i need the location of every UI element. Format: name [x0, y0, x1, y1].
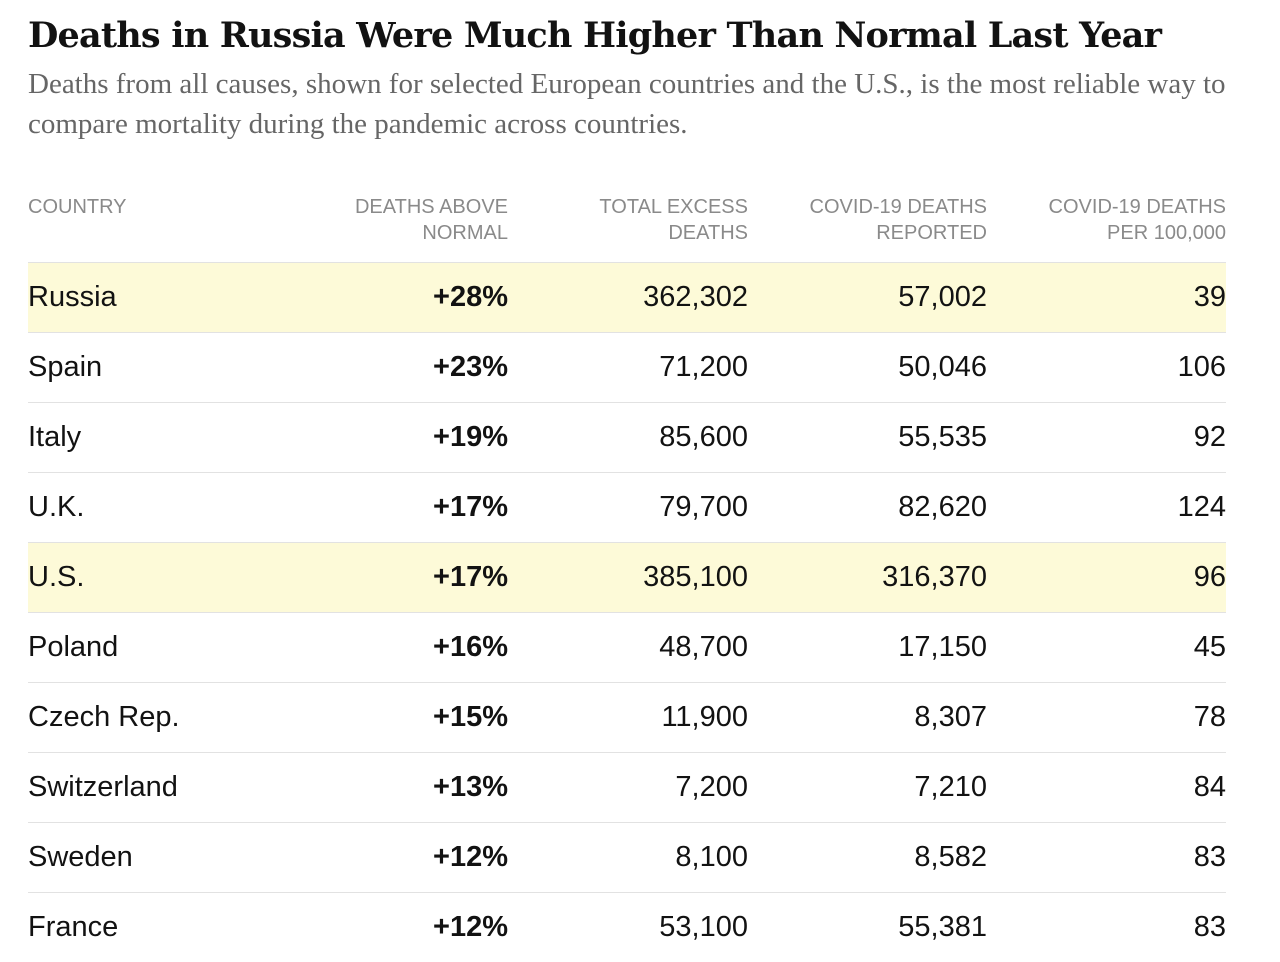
table-row: Sweden +12% 8,100 8,582 83 [28, 822, 1226, 893]
header-line: COVID-19 DEATHS [1048, 196, 1226, 218]
covid-deaths-reported-cell: 57,002 [748, 262, 987, 333]
header-line: DEATHS ABOVE [354, 196, 508, 218]
deaths-above-normal-cell: +12% [433, 911, 508, 943]
table-header: COUNTRY DEATHS ABOVE NORMAL TOTAL EXCESS DEA… [28, 194, 1226, 263]
header-total-excess-deaths: TOTAL EXCESS DEATHS [508, 194, 748, 263]
country-cell: U.K. [28, 472, 298, 543]
chart-subtitle: Deaths from all causes, shown for select… [28, 68, 1226, 140]
header-line: NORMAL [422, 222, 508, 244]
deaths-above-normal-cell: +15% [298, 682, 508, 753]
covid-deaths-reported-cell: 50,046 [748, 332, 987, 403]
header-line: PER 100,000 [1107, 222, 1226, 244]
deaths-above-normal-cell: +23% [298, 332, 508, 403]
total-excess-deaths-cell: 71,200 [508, 332, 748, 403]
total-excess-deaths-cell: 7,200 [508, 752, 748, 823]
covid-deaths-per-100k-cell: 83 [1193, 911, 1226, 943]
covid-deaths-reported-cell: 316,370 [748, 542, 987, 613]
country-cell: U.S. [28, 542, 298, 613]
covid-deaths-reported-cell: 17,150 [748, 612, 987, 683]
table-row: Italy +19% 85,600 55,535 92 [28, 402, 1226, 473]
covid-deaths-reported-cell: 82,620 [748, 472, 987, 543]
covid-deaths-per-100k-cell: 39 [987, 262, 1226, 333]
table-row: Poland +16% 48,700 17,150 45 [28, 612, 1226, 683]
covid-deaths-per-100k-cell: 124 [987, 472, 1226, 543]
total-excess-deaths-cell: 11,900 [508, 682, 748, 753]
covid-deaths-reported-cell: 55,381 [898, 911, 987, 943]
table-row: Switzerland +13% 7,200 7,210 84 [28, 752, 1226, 823]
deaths-above-normal-cell: +17% [298, 472, 508, 543]
covid-deaths-reported-cell: 55,535 [748, 402, 987, 473]
country-cell: Switzerland [28, 752, 298, 823]
total-excess-deaths-cell: 85,600 [508, 402, 748, 473]
header-covid-deaths-reported: COVID-19 DEATHS REPORTED [748, 194, 987, 263]
covid-deaths-reported-cell: 8,582 [748, 822, 987, 893]
covid-deaths-reported-cell: 8,307 [748, 682, 987, 753]
deaths-above-normal-cell: +17% [298, 542, 508, 613]
header-line: DEATHS [668, 222, 748, 244]
country-cell: Spain [28, 332, 298, 403]
covid-deaths-reported-cell: 7,210 [748, 752, 987, 823]
deaths-above-normal-cell: +12% [298, 822, 508, 893]
total-excess-deaths-cell: 362,302 [508, 262, 748, 333]
header-line: COUNTRY [28, 196, 127, 218]
deaths-above-normal-cell: +19% [298, 402, 508, 473]
header-line: COVID-19 DEATHS [809, 196, 987, 218]
country-cell: Russia [28, 262, 298, 333]
total-excess-deaths-cell: 48,700 [508, 612, 748, 683]
data-table: COUNTRY DEATHS ABOVE NORMAL TOTAL EXCESS DEA… [28, 194, 1226, 962]
total-excess-deaths-cell: 53,100 [659, 911, 748, 943]
country-cell: France [28, 911, 119, 943]
total-excess-deaths-cell: 385,100 [508, 542, 748, 613]
deaths-above-normal-cell: +16% [298, 612, 508, 683]
header-country: COUNTRY [28, 194, 298, 263]
covid-deaths-per-100k-cell: 96 [987, 542, 1226, 613]
header-row: COUNTRY DEATHS ABOVE NORMAL TOTAL EXCESS DEA… [28, 194, 1226, 263]
header-deaths-above-normal: DEATHS ABOVE NORMAL [298, 194, 508, 263]
covid-deaths-per-100k-cell: 106 [987, 332, 1226, 403]
country-cell: Sweden [28, 822, 298, 893]
country-cell: Czech Rep. [28, 682, 298, 753]
table-row: Czech Rep. +15% 11,900 8,307 78 [28, 682, 1226, 753]
table-row: Spain +23% 71,200 50,046 106 [28, 332, 1226, 403]
covid-deaths-per-100k-cell: 83 [987, 822, 1226, 893]
header-line: REPORTED [876, 222, 987, 244]
covid-deaths-per-100k-cell: 78 [987, 682, 1226, 753]
table-row: U.S. +17% 385,100 316,370 96 [28, 542, 1226, 613]
table-row: Russia +28% 362,302 57,002 39 [28, 262, 1226, 333]
covid-deaths-per-100k-cell: 84 [987, 752, 1226, 823]
country-cell: Italy [28, 402, 298, 473]
total-excess-deaths-cell: 8,100 [508, 822, 748, 893]
total-excess-deaths-cell: 79,700 [508, 472, 748, 543]
header-covid-deaths-per-100k: COVID-19 DEATHS PER 100,000 [987, 194, 1226, 263]
table-row: U.K. +17% 79,700 82,620 124 [28, 472, 1226, 543]
covid-deaths-per-100k-cell: 92 [987, 402, 1226, 473]
country-cell: Poland [28, 612, 298, 683]
chart-container: Deaths in Russia Were Much Higher Than N… [28, 0, 1226, 943]
header-line: TOTAL EXCESS [599, 196, 748, 218]
deaths-above-normal-cell: +28% [298, 262, 508, 333]
table-row: France +12% 53,100 55,381 83 [28, 893, 1226, 962]
deaths-above-normal-cell: +13% [298, 752, 508, 823]
chart-title: Deaths in Russia Were Much Higher Than N… [28, 15, 1162, 56]
covid-deaths-per-100k-cell: 45 [987, 612, 1226, 683]
table-body: Russia +28% 362,302 57,002 39 Spain +23% 71,200… [28, 262, 1226, 962]
